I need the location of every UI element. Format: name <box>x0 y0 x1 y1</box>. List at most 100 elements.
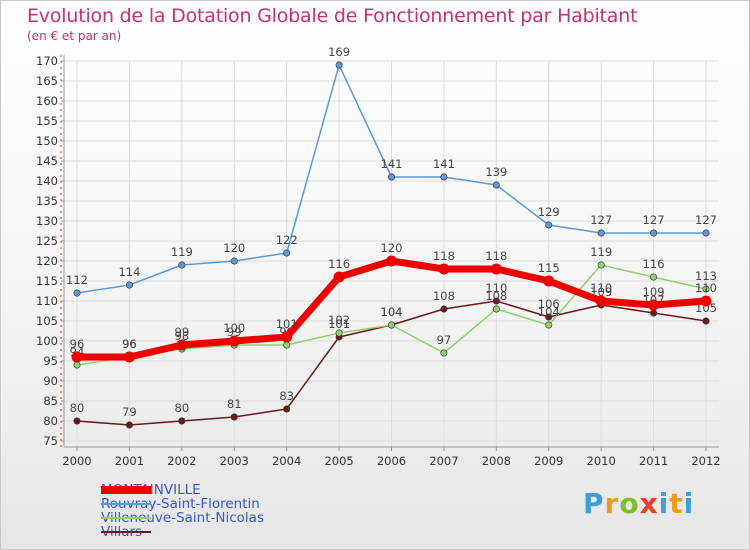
data-label-rouvray: 122 <box>276 233 298 247</box>
data-point-villars <box>178 417 186 425</box>
x-tick-label: 2012 <box>691 454 720 468</box>
data-label-rouvray: 114 <box>118 265 140 279</box>
legend-label-rouvray: Rouvray-Saint-Florentin <box>101 496 260 512</box>
y-tick-label: 125 <box>36 234 58 248</box>
data-point-montainville <box>700 295 712 307</box>
y-tick-label: 105 <box>36 314 58 328</box>
data-label-rouvray: 141 <box>381 157 403 171</box>
data-point-villeneuve <box>492 305 500 313</box>
legend: MONTAINVILLE Rouvray-Saint-Florentin Vil… <box>101 483 264 539</box>
data-point-rouvray <box>178 261 186 269</box>
data-label-villeneuve: 116 <box>643 257 665 271</box>
data-label-villeneuve: 119 <box>590 245 612 259</box>
data-point-villeneuve <box>387 321 395 329</box>
data-point-rouvray <box>73 289 81 297</box>
chart-subtitle: (en € et par an) <box>27 29 122 43</box>
data-label-villars: 110 <box>485 281 507 295</box>
data-label-villars: 106 <box>538 297 560 311</box>
x-tick-label: 2007 <box>429 454 458 468</box>
data-point-villars <box>545 313 553 321</box>
data-label-villars: 80 <box>175 401 190 415</box>
data-point-rouvray <box>492 181 500 189</box>
x-tick-label: 2002 <box>167 454 196 468</box>
data-label-rouvray: 139 <box>485 165 507 179</box>
data-label-villeneuve: 96 <box>122 337 137 351</box>
legend-swatch-villeneuve <box>101 517 151 519</box>
data-label-montainville: 110 <box>695 281 717 295</box>
data-label-rouvray: 141 <box>433 157 455 171</box>
data-label-villeneuve: 98 <box>175 329 190 343</box>
y-tick-label: 145 <box>36 154 58 168</box>
data-label-villars: 79 <box>122 405 137 419</box>
chart-title: Evolution de la Dotation Globale de Fonc… <box>27 5 638 27</box>
data-label-rouvray: 127 <box>695 213 717 227</box>
data-label-montainville: 101 <box>276 317 298 331</box>
x-tick-label: 2000 <box>62 454 91 468</box>
data-label-villeneuve: 104 <box>538 305 560 319</box>
y-tick-label: 80 <box>43 414 58 428</box>
data-label-villars: 81 <box>227 397 242 411</box>
legend-item-villeneuve[interactable]: Villeneuve-Saint-Nicolas <box>101 511 264 525</box>
data-label-villars: 80 <box>70 401 85 415</box>
data-point-rouvray <box>440 173 448 181</box>
data-point-villeneuve <box>335 329 343 337</box>
data-point-montainville <box>123 351 135 363</box>
data-label-montainville: 110 <box>590 281 612 295</box>
data-point-rouvray <box>230 257 238 265</box>
y-tick-label: 140 <box>36 174 58 188</box>
data-label-montainville: 100 <box>223 321 245 335</box>
x-tick-label: 2004 <box>272 454 301 468</box>
y-tick-label: 95 <box>43 354 58 368</box>
data-point-villars <box>492 297 500 305</box>
data-point-montainville <box>595 295 607 307</box>
data-point-rouvray <box>283 249 291 257</box>
y-tick-label: 85 <box>43 394 58 408</box>
data-label-villeneuve: 108 <box>485 289 507 303</box>
legend-swatch-villars <box>101 531 151 533</box>
x-tick-label: 2003 <box>220 454 249 468</box>
x-tick-label: 2008 <box>482 454 511 468</box>
data-point-rouvray <box>545 221 553 229</box>
data-point-montainville <box>281 331 293 343</box>
x-tick-label: 2006 <box>377 454 406 468</box>
data-label-villars: 101 <box>328 317 350 331</box>
data-point-villeneuve <box>702 285 710 293</box>
data-label-villars: 108 <box>433 289 455 303</box>
data-point-montainville <box>648 299 660 311</box>
data-label-montainville: 115 <box>538 261 560 275</box>
data-point-villeneuve <box>545 321 553 329</box>
data-point-villeneuve <box>283 341 291 349</box>
data-point-villeneuve <box>597 261 605 269</box>
y-tick-label: 100 <box>36 334 58 348</box>
data-point-villars <box>650 309 658 317</box>
y-tick-label: 120 <box>36 254 58 268</box>
data-label-villars: 83 <box>279 389 294 403</box>
y-tick-label: 155 <box>36 114 58 128</box>
data-label-rouvray: 112 <box>66 273 88 287</box>
data-point-montainville <box>333 271 345 283</box>
data-label-montainville: 118 <box>433 249 455 263</box>
y-tick-label: 170 <box>36 54 58 68</box>
y-tick-label: 115 <box>36 274 58 288</box>
data-label-montainville: 116 <box>328 257 350 271</box>
data-point-villars <box>283 405 291 413</box>
data-point-villars <box>73 417 81 425</box>
data-label-rouvray: 127 <box>643 213 665 227</box>
legend-item-rouvray[interactable]: Rouvray-Saint-Florentin <box>101 497 264 511</box>
data-label-montainville: 96 <box>70 337 85 351</box>
data-point-montainville <box>490 263 502 275</box>
data-point-rouvray <box>650 229 658 237</box>
x-tick-label: 2001 <box>115 454 144 468</box>
data-point-montainville <box>228 335 240 347</box>
y-tick-label: 90 <box>43 374 58 388</box>
legend-item-villars[interactable]: Villars <box>101 525 264 539</box>
data-point-villars <box>440 305 448 313</box>
data-point-rouvray <box>387 173 395 181</box>
data-label-rouvray: 129 <box>538 205 560 219</box>
data-label-villars: 104 <box>381 305 403 319</box>
data-label-villeneuve: 113 <box>695 269 717 283</box>
y-tick-label: 135 <box>36 194 58 208</box>
legend-item-montainville[interactable]: MONTAINVILLE <box>101 483 264 497</box>
